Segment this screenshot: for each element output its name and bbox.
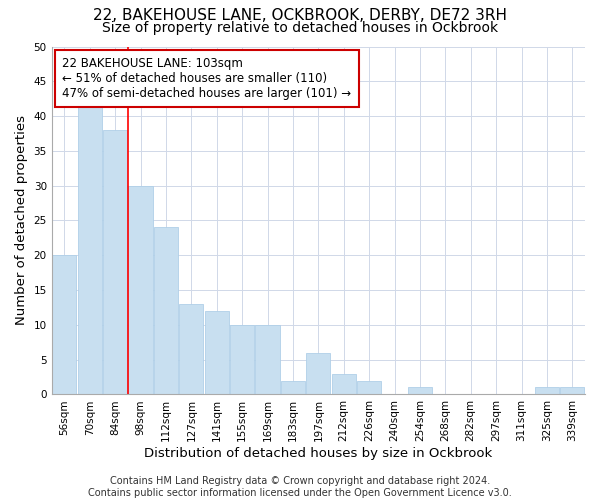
Bar <box>560 388 584 394</box>
X-axis label: Distribution of detached houses by size in Ockbrook: Distribution of detached houses by size … <box>144 447 493 460</box>
Bar <box>357 380 381 394</box>
Text: 22 BAKEHOUSE LANE: 103sqm
← 51% of detached houses are smaller (110)
47% of semi: 22 BAKEHOUSE LANE: 103sqm ← 51% of detac… <box>62 57 352 100</box>
Bar <box>154 228 178 394</box>
Bar <box>281 380 305 394</box>
Bar <box>408 388 432 394</box>
Text: 22, BAKEHOUSE LANE, OCKBROOK, DERBY, DE72 3RH: 22, BAKEHOUSE LANE, OCKBROOK, DERBY, DE7… <box>93 8 507 22</box>
Bar <box>128 186 152 394</box>
Bar <box>256 325 280 394</box>
Y-axis label: Number of detached properties: Number of detached properties <box>15 116 28 326</box>
Bar <box>179 304 203 394</box>
Bar <box>306 352 331 395</box>
Bar <box>230 325 254 394</box>
Bar <box>77 102 102 395</box>
Bar <box>535 388 559 394</box>
Bar <box>332 374 356 394</box>
Bar <box>205 311 229 394</box>
Bar <box>103 130 127 394</box>
Text: Size of property relative to detached houses in Ockbrook: Size of property relative to detached ho… <box>102 21 498 35</box>
Bar <box>52 256 76 394</box>
Text: Contains HM Land Registry data © Crown copyright and database right 2024.
Contai: Contains HM Land Registry data © Crown c… <box>88 476 512 498</box>
